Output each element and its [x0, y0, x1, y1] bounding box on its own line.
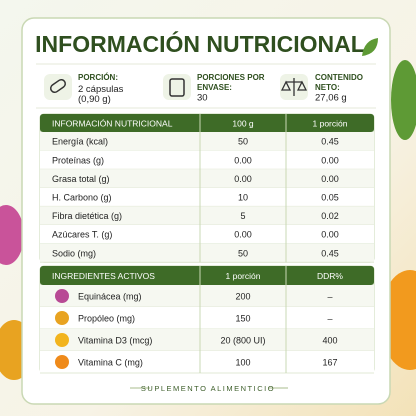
cell: 150	[235, 313, 250, 323]
cell: 0.00	[321, 155, 339, 165]
cell: 5	[240, 211, 245, 221]
cell: 0.00	[234, 174, 252, 184]
cell: 0.00	[234, 155, 252, 165]
row	[40, 150, 374, 170]
info-label: PORCIONES POR ENVASE:	[197, 73, 267, 92]
footer: SUPLEMENTO ALIMENTICIO	[141, 384, 275, 393]
cell: 20 (800 UI)	[220, 335, 265, 345]
cell: 10	[238, 192, 248, 202]
info-label: CONTENIDO NETO:	[315, 73, 365, 92]
info-value: 27,06 g	[315, 93, 347, 104]
ingredient-icon	[55, 333, 69, 347]
row	[40, 169, 374, 188]
row	[40, 132, 374, 151]
row	[40, 351, 374, 373]
cell: 50	[238, 137, 248, 147]
cell: 0.45	[321, 248, 339, 258]
row	[40, 225, 374, 244]
column-header: 100 g	[232, 118, 254, 128]
column-header: INGREDIENTES ACTIVOS	[52, 271, 155, 281]
icon-box	[44, 74, 72, 100]
column-header: 1 porción	[313, 118, 348, 128]
cell: 200	[235, 291, 250, 301]
cell: 0.00	[321, 230, 339, 240]
cell: 100	[235, 357, 250, 367]
leaf-icon	[362, 38, 378, 56]
cell: Proteínas (g)	[52, 155, 104, 165]
capsule-icon	[49, 78, 67, 94]
cell: –	[327, 291, 332, 301]
info-value: 30	[197, 93, 208, 104]
column-header: INFORMACIÓN NUTRICIONAL	[52, 118, 173, 128]
flower-decor	[0, 205, 24, 265]
bottle-icon	[169, 78, 185, 97]
cell: 0.00	[234, 230, 252, 240]
cell: 50	[238, 248, 248, 258]
cell: Azúcares T. (g)	[52, 230, 112, 240]
ingredient-icon	[55, 311, 69, 325]
cell: Sodio (mg)	[52, 248, 96, 258]
cell: Vitamina C (mg)	[78, 357, 143, 367]
info-value: 2 cápsulas (0,90 g)	[78, 84, 126, 105]
ingredient-icon	[55, 355, 69, 369]
leaf-decor	[391, 60, 416, 140]
cell: 167	[322, 357, 337, 367]
column-header: DDR%	[317, 271, 343, 281]
cell: Vitamina D3 (mcg)	[78, 335, 152, 345]
row	[40, 206, 374, 225]
cell: –	[327, 313, 332, 323]
ingredient-icon	[55, 289, 69, 303]
row	[40, 285, 374, 307]
cell: 0.45	[321, 137, 339, 147]
cell: 0.05	[321, 192, 339, 202]
cell: Fibra dietética (g)	[52, 211, 122, 221]
cell: Energía (kcal)	[52, 137, 108, 147]
cell: Grasa total (g)	[52, 174, 110, 184]
table-header	[40, 114, 374, 132]
cell: Equinácea (mg)	[78, 291, 142, 301]
cell: Propóleo (mg)	[78, 313, 135, 323]
row	[40, 243, 374, 263]
cell: 0.02	[321, 211, 339, 221]
scale-icon	[280, 78, 308, 96]
row	[40, 187, 374, 207]
cell: 0.00	[321, 174, 339, 184]
title: INFORMACIÓN NUTRICIONAL	[35, 30, 365, 57]
column-header: 1 porción	[226, 271, 261, 281]
cell: 400	[322, 335, 337, 345]
table-header	[40, 266, 374, 285]
info-label: PORCIÓN:	[78, 73, 118, 82]
cell: H. Carbono (g)	[52, 192, 112, 202]
row	[40, 307, 374, 329]
row	[40, 329, 374, 351]
